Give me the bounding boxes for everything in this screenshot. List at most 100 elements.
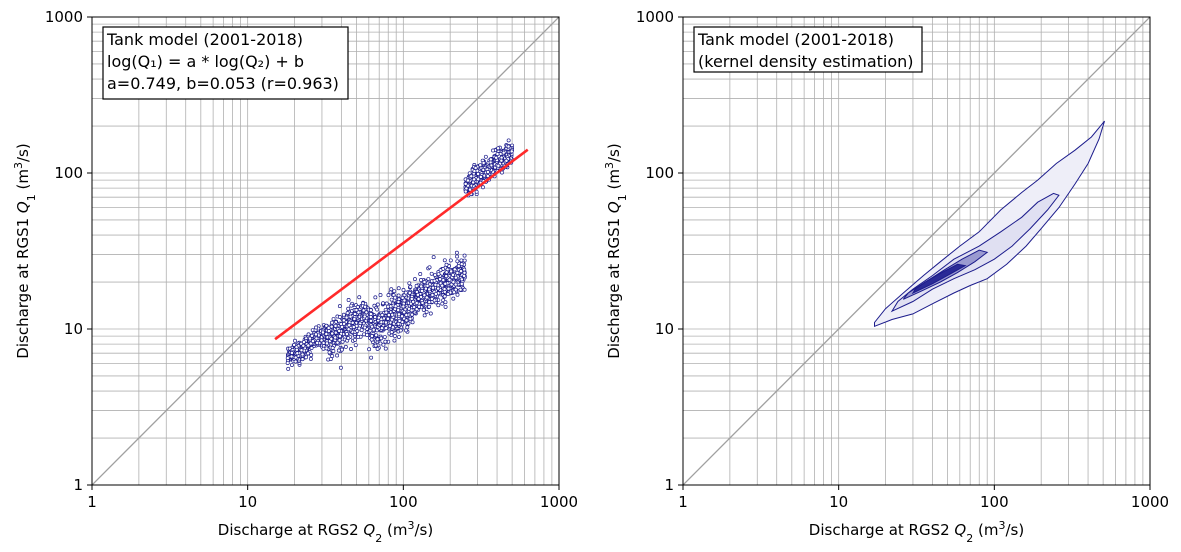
- data-point: [488, 157, 493, 162]
- data-point: [419, 278, 423, 282]
- data-point: [459, 258, 464, 263]
- data-point: [400, 314, 404, 319]
- data-point: [496, 146, 501, 151]
- data-point: [420, 300, 425, 305]
- x-tick-label: 10: [829, 493, 848, 511]
- data-point: [469, 174, 474, 179]
- data-point: [392, 289, 397, 294]
- data-point: [417, 304, 422, 309]
- data-point: [293, 359, 298, 364]
- data-point: [504, 158, 509, 163]
- data-point: [405, 325, 410, 330]
- data-point: [379, 336, 384, 341]
- data-point: [310, 333, 314, 338]
- data-point: [410, 320, 415, 325]
- data-point: [383, 346, 388, 351]
- data-point: [293, 338, 297, 343]
- data-point: [446, 286, 451, 291]
- grid: [92, 17, 559, 485]
- data-point: [356, 335, 361, 339]
- data-point: [453, 275, 458, 280]
- data-point: [315, 340, 320, 345]
- y-tick-label: 10: [655, 320, 674, 338]
- data-point: [454, 250, 459, 255]
- data-point: [409, 308, 414, 313]
- data-point: [326, 326, 331, 330]
- data-point: [389, 317, 394, 322]
- data-point: [386, 293, 391, 298]
- data-point: [289, 354, 294, 359]
- data-point: [452, 290, 456, 295]
- data-point: [309, 346, 314, 350]
- data-point: [389, 297, 394, 302]
- data-point: [444, 270, 449, 275]
- data-point: [499, 158, 504, 163]
- data-point: [378, 293, 383, 297]
- data-point: [289, 350, 294, 355]
- data-point: [430, 293, 435, 297]
- data-point: [478, 174, 483, 179]
- data-point: [385, 316, 390, 321]
- data-point: [335, 353, 340, 358]
- data-point: [325, 341, 329, 346]
- data-point: [393, 304, 398, 309]
- data-point: [362, 325, 367, 330]
- data-point: [429, 296, 434, 301]
- data-point: [483, 154, 488, 159]
- data-point: [495, 152, 500, 156]
- data-point: [300, 352, 305, 357]
- y-tick-label: 1: [664, 476, 674, 494]
- data-point: [506, 138, 511, 143]
- data-point: [392, 333, 397, 338]
- data-point: [481, 160, 486, 165]
- data-point: [433, 282, 438, 287]
- data-point: [443, 304, 448, 309]
- data-point: [397, 318, 402, 323]
- data-point: [306, 351, 311, 356]
- data-point: [425, 283, 430, 288]
- data-point: [379, 320, 384, 325]
- data-point: [408, 284, 413, 289]
- data-point: [420, 288, 424, 293]
- data-point: [462, 270, 467, 275]
- data-point: [353, 337, 357, 342]
- data-point: [404, 318, 409, 323]
- data-point: [449, 269, 454, 274]
- data-point: [424, 302, 429, 307]
- data-point: [404, 328, 408, 333]
- data-point: [427, 304, 432, 309]
- data-point: [364, 310, 369, 315]
- data-point: [369, 355, 374, 360]
- data-point: [330, 345, 335, 350]
- data-point: [319, 338, 324, 343]
- data-point: [462, 287, 467, 292]
- data-point: [406, 321, 411, 326]
- data-point: [396, 308, 401, 313]
- data-point: [455, 254, 459, 259]
- data-point: [314, 336, 319, 341]
- data-point: [345, 310, 350, 315]
- data-point: [426, 277, 431, 282]
- data-point: [396, 286, 401, 291]
- contour-level-4: [911, 263, 967, 295]
- plot-area: [683, 17, 1150, 485]
- data-point: [431, 285, 435, 290]
- data-point: [442, 287, 447, 292]
- data-point: [390, 325, 395, 330]
- data-point: [304, 355, 308, 360]
- data-point: [396, 293, 401, 298]
- data-point: [341, 318, 346, 323]
- data-point: [375, 307, 379, 312]
- data-point: [338, 365, 343, 370]
- data-point: [389, 287, 394, 292]
- annotation-text: Tank model (2001-2018) (kernel density es…: [697, 30, 914, 71]
- data-point: [402, 310, 407, 315]
- data-point: [456, 264, 461, 269]
- data-point: [354, 308, 359, 312]
- y-tick-label: 10: [64, 320, 83, 338]
- data-point: [375, 302, 380, 307]
- x-tick-label: 1: [678, 493, 688, 511]
- y-tick-label: 100: [645, 164, 674, 182]
- data-point: [459, 262, 464, 267]
